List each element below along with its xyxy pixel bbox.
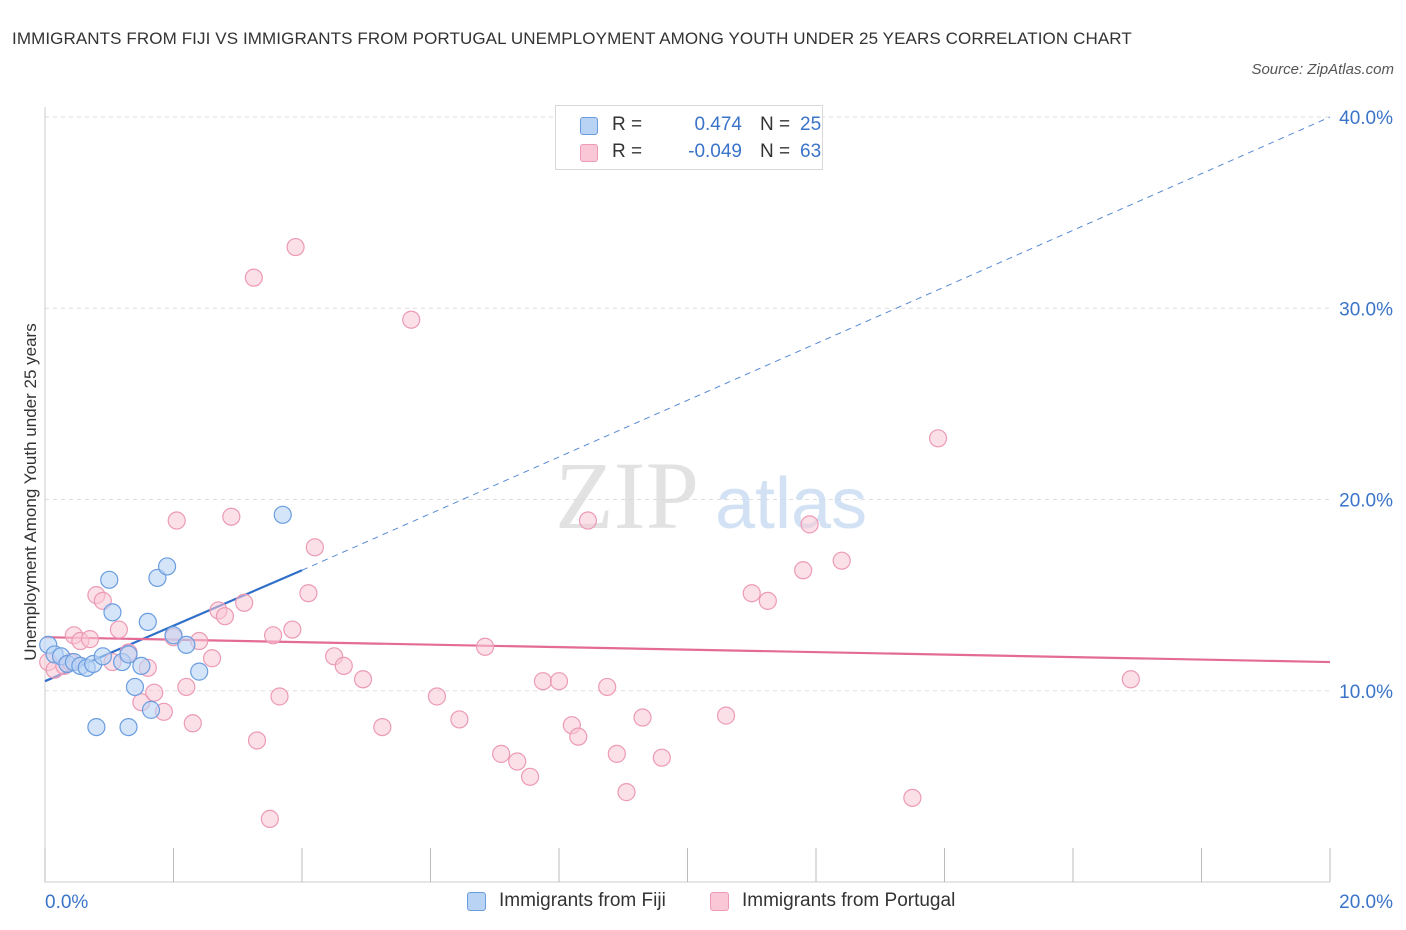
point-portugal	[286, 237, 305, 257]
point-portugal	[222, 507, 241, 526]
source-label: Source: ZipAtlas.com	[1251, 61, 1394, 78]
point-portugal	[794, 561, 813, 580]
point-portugal	[109, 620, 128, 639]
data-points	[39, 237, 1140, 828]
point-fiji	[132, 656, 151, 675]
axis-labels: 10.0% 20.0% 30.0% 40.0% 0.0% 20.0% Unemploymen…	[21, 108, 1393, 913]
point-portugal	[598, 677, 617, 697]
point-portugal	[305, 538, 324, 557]
point-portugal	[758, 591, 777, 610]
point-portugal	[334, 656, 353, 675]
point-fiji	[119, 717, 138, 737]
y-tick-label: 40.0%	[1339, 108, 1393, 129]
point-portugal	[183, 714, 202, 733]
point-portugal	[427, 687, 447, 706]
watermark: ZIP atlas	[555, 442, 867, 549]
point-portugal	[80, 630, 100, 649]
series-swatch-portugal	[710, 892, 729, 911]
point-fiji	[190, 662, 209, 681]
x-tick-label: 20.0%	[1339, 892, 1393, 913]
watermark-zip: ZIP	[555, 442, 699, 549]
point-portugal	[263, 626, 283, 645]
chart-title: IMMIGRANTS FROM FIJI VS IMMIGRANTS FROM …	[12, 29, 1132, 48]
point-fiji	[157, 557, 177, 576]
point-portugal	[177, 677, 196, 697]
point-portugal	[533, 672, 553, 691]
point-portugal	[578, 511, 598, 530]
point-fiji	[119, 645, 138, 664]
x-tick-label: 0.0%	[45, 892, 88, 913]
point-portugal	[832, 551, 851, 570]
point-fiji	[103, 603, 122, 622]
legend-swatch-portugal	[580, 144, 598, 162]
point-portugal	[373, 717, 392, 737]
point-fiji	[138, 612, 157, 632]
point-portugal	[450, 710, 469, 729]
legend-n-value-fiji: 25	[800, 114, 822, 135]
point-portugal	[235, 593, 254, 612]
point-portugal	[244, 268, 263, 287]
legend: R = 0.474 N = 25 R = -0.049 N = 63	[555, 105, 823, 170]
point-portugal	[260, 809, 279, 828]
point-portugal	[299, 584, 318, 603]
axes	[44, 107, 1331, 883]
y-tick-label: 20.0%	[1339, 491, 1393, 512]
point-portugal	[508, 752, 527, 771]
legend-n-value-portugal: 63	[800, 141, 822, 162]
point-portugal	[145, 683, 164, 702]
legend-swatch-fiji	[580, 117, 598, 135]
point-portugal	[247, 731, 267, 750]
point-portugal	[633, 708, 652, 727]
legend-r-value-fiji: 0.474	[694, 114, 742, 135]
legend-r-value-portugal: -0.049	[688, 141, 742, 162]
series-legend: Immigrants from Fiji Immigrants from Por…	[0, 889, 1406, 917]
point-fiji	[93, 647, 112, 666]
series-label-fiji: Immigrants from Fiji	[499, 890, 666, 911]
point-portugal	[283, 620, 302, 639]
point-portugal	[270, 687, 289, 706]
point-portugal	[607, 744, 626, 763]
y-tick-label: 10.0%	[1339, 682, 1393, 703]
point-portugal	[800, 515, 819, 534]
point-portugal	[402, 310, 421, 329]
trend-line-portugal	[44, 636, 1331, 664]
watermark-atlas: atlas	[715, 464, 867, 544]
point-fiji	[141, 700, 161, 719]
point-fiji	[100, 570, 119, 589]
point-portugal	[742, 584, 761, 603]
point-portugal	[520, 767, 540, 786]
point-fiji	[177, 635, 196, 654]
y-tick-label: 30.0%	[1339, 299, 1393, 320]
legend-n-label: N =	[760, 141, 791, 162]
y-axis-title: Unemployment Among Youth under 25 years	[21, 323, 40, 660]
legend-n-label: N =	[760, 114, 791, 135]
point-portugal	[215, 607, 234, 626]
point-portugal	[617, 783, 636, 802]
point-portugal	[903, 788, 922, 807]
point-fiji	[125, 677, 145, 697]
point-portugal	[716, 706, 736, 725]
point-portugal	[353, 670, 373, 689]
legend-r-label: R =	[612, 114, 643, 135]
point-fiji	[164, 626, 183, 645]
series-swatch-fiji	[467, 892, 486, 911]
point-portugal	[492, 744, 511, 763]
point-portugal	[652, 748, 671, 767]
point-portugal	[202, 649, 222, 668]
point-portugal	[476, 637, 495, 656]
legend-r-label: R =	[612, 141, 643, 162]
point-fiji	[87, 717, 106, 737]
point-portugal	[569, 727, 588, 746]
point-portugal	[928, 429, 948, 448]
point-portugal	[549, 672, 569, 691]
point-portugal	[1121, 670, 1140, 689]
trend-line-fiji-extension	[301, 116, 1331, 571]
series-label-portugal: Immigrants from Portugal	[742, 890, 956, 911]
point-portugal	[167, 511, 186, 530]
point-fiji	[273, 505, 292, 524]
